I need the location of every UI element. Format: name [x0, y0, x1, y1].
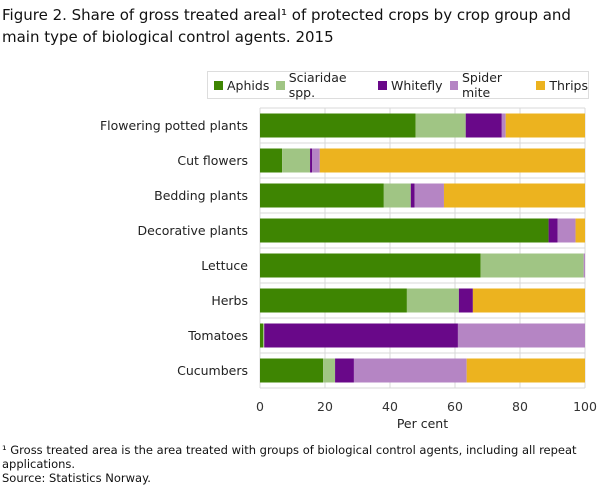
legend-swatch [377, 80, 387, 90]
legend-item[interactable]: Thrips [536, 78, 588, 93]
footnote: ¹ Gross treated area is the area treated… [2, 443, 577, 471]
chart-title: Figure 2. Share of gross treated areal¹ … [2, 6, 571, 46]
bar-segment [472, 288, 585, 313]
bar-segment [319, 148, 585, 173]
legend-swatch [276, 80, 285, 90]
bar-segment [575, 218, 585, 243]
bar-segment [260, 218, 549, 243]
bar-segment [414, 183, 444, 208]
chart-plot: 0 20 40 60 80 100 Flowering potted plants Cut f… [100, 107, 597, 431]
x-tick-label: 60 [447, 399, 463, 414]
bar-segment [260, 148, 283, 173]
bar-segment [282, 148, 311, 173]
bar-segment [260, 288, 407, 313]
bar-segment [443, 183, 585, 208]
bar-segment [335, 358, 354, 383]
bar-segment [583, 253, 585, 278]
legend: Aphids Sciaridae spp. Whitefly Spider mite T… [207, 70, 589, 100]
bar-segment [458, 288, 473, 313]
bar-segment [457, 323, 585, 348]
bar-segment [465, 113, 502, 138]
bar-segment [410, 183, 415, 208]
bar-segment [264, 323, 458, 348]
legend-item[interactable]: Aphids [214, 78, 269, 93]
bar-segment [310, 148, 312, 173]
category-label: Decorative plants [138, 223, 248, 238]
bar-segment [260, 183, 384, 208]
bar-segment [383, 183, 411, 208]
category-label: Cut flowers [177, 153, 248, 168]
bar-segment [263, 323, 265, 348]
bar-segment [323, 358, 336, 383]
legend-item[interactable]: Whitefly [377, 77, 443, 93]
legend-label: Thrips [549, 77, 588, 93]
category-label: Flowering potted plants [100, 118, 248, 133]
bar-segment [312, 148, 320, 173]
category-label: Cucumbers [177, 363, 248, 378]
bar-segment [260, 113, 416, 138]
x-tick-label: 20 [317, 399, 333, 414]
category-label: Tomatoes [187, 328, 248, 343]
bar-segment [415, 113, 466, 138]
category-label: Lettuce [201, 258, 248, 273]
category-label: Herbs [211, 293, 248, 308]
bar-segment [466, 358, 585, 383]
x-tick-label: 100 [573, 399, 597, 414]
bar-segment [548, 218, 558, 243]
source-note: Source: Statistics Norway. [2, 471, 151, 485]
legend-item[interactable]: Sciaridae spp. [276, 70, 371, 100]
legend-swatch [449, 80, 458, 90]
x-tick-label: 80 [512, 399, 528, 414]
bar-segment [260, 358, 324, 383]
legend-swatch [214, 80, 223, 90]
x-axis-label: Per cent [397, 416, 448, 431]
x-tick-label: 40 [382, 399, 398, 414]
bar-segment [260, 323, 264, 348]
bar-segment [501, 113, 506, 138]
category-label: Bedding plants [154, 188, 248, 203]
bar-segment [260, 253, 481, 278]
bar-segment [480, 253, 584, 278]
x-tick-label: 0 [256, 399, 264, 414]
legend-label: Whitefly [390, 77, 443, 93]
legend-swatch [536, 80, 546, 90]
legend-item[interactable]: Spider mite [449, 70, 530, 100]
legend-label: Spider mite [461, 70, 503, 100]
bar-segment [353, 358, 467, 383]
legend-label: Aphids [227, 77, 270, 93]
bar-segment [557, 218, 576, 243]
bar-segment [406, 288, 459, 313]
bar-segment [505, 113, 585, 138]
legend-label: Sciaridae spp. [288, 70, 347, 100]
